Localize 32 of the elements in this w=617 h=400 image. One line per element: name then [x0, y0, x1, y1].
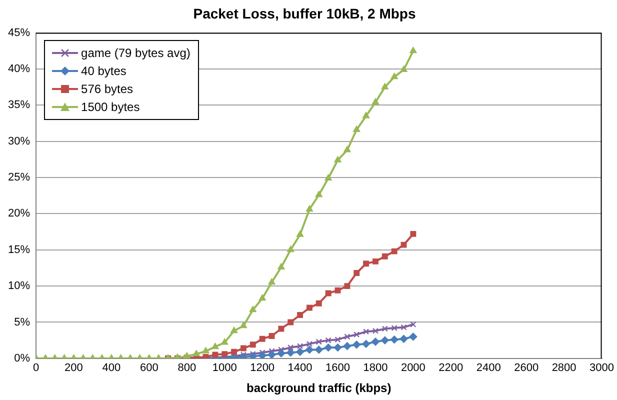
- y-tick-label: 20%: [8, 208, 30, 220]
- x-tick-label: 1200: [250, 362, 275, 374]
- x-tick-label: 400: [102, 362, 121, 374]
- legend-label: game (79 bytes avg): [81, 44, 190, 62]
- x-tick-label: 200: [64, 362, 83, 374]
- y-tick-label: 40%: [8, 63, 30, 76]
- y-tick-label: 0%: [14, 352, 30, 364]
- y-tick-label: 10%: [8, 280, 30, 292]
- x-tick-label: 800: [178, 362, 196, 374]
- x-axis-title: background traffic (kbps): [246, 381, 392, 396]
- x-tick-label: 2200: [438, 362, 464, 374]
- x-tick-label: 1600: [326, 362, 350, 374]
- x-tick-label: 1400: [288, 362, 312, 374]
- x-tick-label: 1000: [212, 362, 237, 374]
- legend-label: 576 bytes: [81, 80, 134, 98]
- y-tick-label: 15%: [8, 244, 30, 256]
- x-tick-label: 3000: [590, 362, 614, 374]
- y-tick-label: 45%: [8, 26, 30, 39]
- x-tick-label: 0: [32, 362, 40, 374]
- chart-title: Packet Loss, buffer 10kB, 2 Mbps: [193, 5, 416, 22]
- y-tick-label: 35%: [8, 99, 30, 112]
- x-tick-label: 2600: [514, 362, 539, 374]
- x-tick-label: 2000: [400, 362, 426, 374]
- x-tick-label: 600: [140, 362, 158, 374]
- y-tick-label: 30%: [8, 135, 30, 148]
- legend-label: 1500 bytes: [81, 98, 140, 116]
- x-tick-label: 1800: [363, 362, 388, 374]
- legend-label: 40 bytes: [81, 62, 126, 80]
- x-tick-label: 2800: [552, 362, 576, 374]
- x-tick-label: 2400: [476, 362, 501, 374]
- y-tick-label: 25%: [8, 172, 30, 184]
- y-tick-label: 5%: [14, 316, 30, 328]
